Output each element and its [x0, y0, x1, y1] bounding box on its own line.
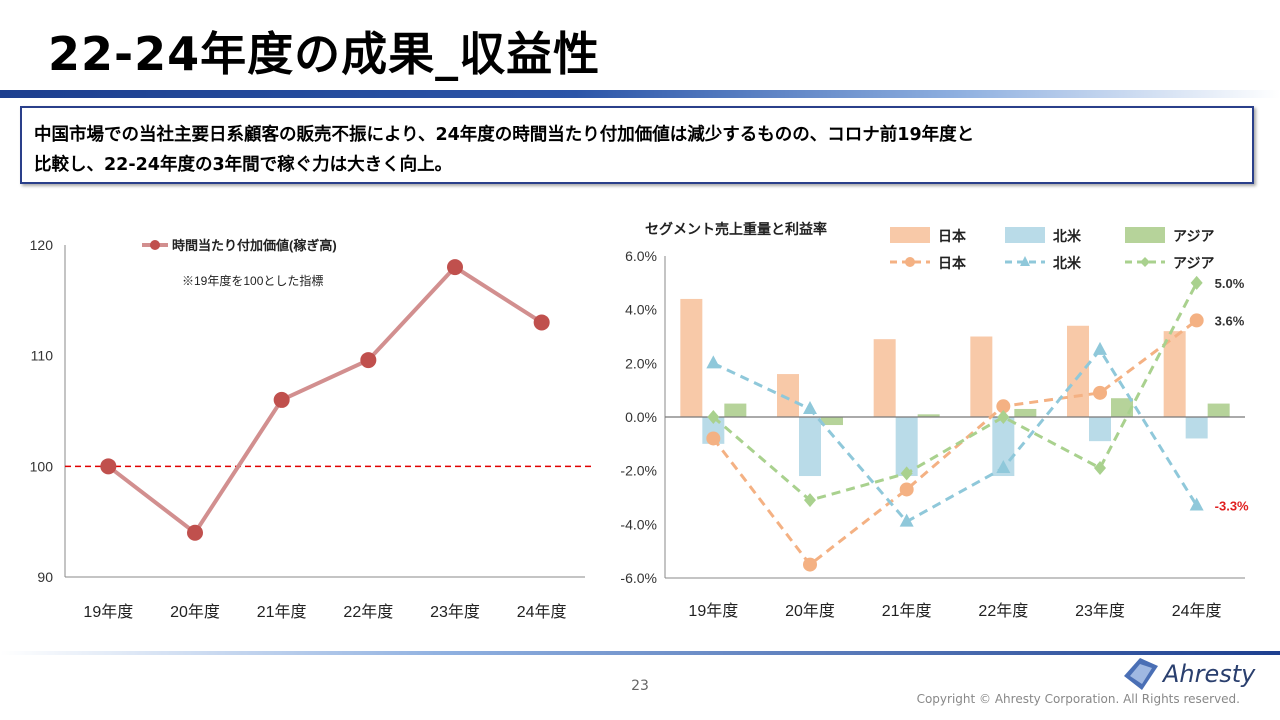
y-tick-label: 110: [31, 348, 54, 364]
y-tick-label: 4.0%: [625, 302, 657, 318]
marker-japan: [706, 431, 721, 446]
x-tick-label: 24年度: [517, 603, 567, 621]
marker-japan: [899, 482, 914, 497]
bar-north-america: [1089, 417, 1111, 442]
x-tick-label: 23年度: [430, 603, 480, 621]
margin-line-asia: [712, 282, 1198, 502]
segment-profit-combo-chart: -6.0% -4.0% -2.0% 0.0% 2.0% 4.0% 6.0% 19年度 20年度 2…: [620, 221, 1249, 620]
marker-japan: [996, 399, 1011, 414]
legend-label: アジア: [1173, 228, 1214, 244]
data-label: 5.0%: [1215, 276, 1245, 291]
bar-north-america: [895, 417, 918, 477]
x-tick-label: 22年度: [343, 603, 393, 621]
bar-japan: [873, 339, 896, 417]
bar-japan: [970, 336, 993, 417]
marker-asia: [1190, 275, 1203, 290]
page-title: 22-24年度の成果_収益性: [48, 27, 601, 81]
legend-marker: [1140, 257, 1150, 267]
marker-asia: [997, 410, 1010, 424]
x-tick-label: 20年度: [785, 602, 835, 620]
marker-asia: [804, 493, 816, 508]
y-tick-label: 100: [30, 458, 54, 474]
summary-box: 中国市場での当社主要日系顧客の販売不振により、24年度の時間当たり付加価値は減少…: [20, 106, 1254, 184]
company-logo-text: Ahresty: [1163, 660, 1256, 688]
data-point: [447, 259, 463, 276]
data-point: [100, 458, 117, 475]
bar-japan: [680, 298, 703, 417]
ahresty-logo-icon: [1124, 658, 1158, 690]
legend-label: 北米: [1053, 255, 1082, 271]
x-tick-label: 21年度: [257, 603, 307, 621]
legend-label: 北米: [1053, 228, 1082, 244]
y-tick-label: -2.0%: [620, 463, 657, 479]
marker-north-america: [1189, 497, 1204, 511]
bar-japan: [1067, 325, 1089, 417]
legend-marker: [150, 240, 160, 250]
bar-north-america: [799, 417, 821, 477]
x-tick-label: 24年度: [1172, 602, 1222, 620]
marker-japan: [1189, 313, 1204, 328]
marker-north-america: [706, 355, 721, 369]
bar-japan: [777, 374, 799, 417]
data-point: [273, 391, 290, 408]
x-tick-label: 23年度: [1075, 602, 1125, 620]
y-tick-label: 6.0%: [625, 248, 657, 264]
y-tick-label: -6.0%: [620, 570, 657, 586]
legend-swatch-asia: [1125, 227, 1165, 243]
bar-north-america: [1185, 417, 1208, 439]
copyright: Copyright © Ahresty Corporation. All Rig…: [916, 692, 1240, 706]
legend-label: アジア: [1173, 255, 1214, 271]
legend-marker: [905, 257, 915, 267]
x-tick-label: 22年度: [978, 602, 1028, 620]
bar-asia: [1207, 403, 1230, 417]
marker-asia: [1094, 460, 1106, 475]
data-point: [187, 524, 203, 541]
chart-title: セグメント売上重量と利益率: [645, 221, 827, 237]
footer-bar: [0, 651, 1280, 655]
marker-north-america: [899, 513, 914, 527]
series-line: [107, 264, 543, 536]
x-tick-label: 21年度: [882, 602, 932, 620]
data-label: 3.6%: [1215, 313, 1245, 328]
marker-japan: [803, 557, 817, 572]
legend-marker: [1020, 256, 1030, 266]
legend-swatch-north-america: [1005, 227, 1045, 243]
legend-label: 時間当たり付加価値(稼ぎ高): [172, 238, 337, 253]
data-label: -3.3%: [1215, 499, 1249, 514]
title-underline-bar: [0, 90, 1280, 98]
bar-north-america: [992, 417, 1015, 477]
marker-asia: [900, 466, 913, 481]
y-tick-label: 2.0%: [625, 355, 657, 371]
value-added-line-chart: 90 100 110 120 19年度 20年度 21年度 22年度 23年度 24年度 時間当たり…: [30, 237, 595, 621]
x-tick-label: 20年度: [170, 603, 220, 621]
bar-asia: [1014, 408, 1037, 417]
y-tick-label: 120: [30, 237, 54, 253]
x-tick-label: 19年度: [83, 603, 133, 621]
y-tick-label: 0.0%: [625, 409, 657, 425]
marker-north-america: [1093, 341, 1107, 355]
summary-line-2: 比較し、22-24年度の3年間で稼ぐ力は大きく向上。: [34, 155, 453, 175]
marker-north-america: [996, 459, 1011, 473]
bar-asia: [821, 417, 843, 426]
bar-japan: [1163, 331, 1186, 417]
data-point: [360, 352, 377, 369]
bar-asia: [724, 403, 747, 417]
marker-asia: [707, 410, 720, 424]
marker-japan: [1093, 385, 1107, 400]
y-tick-label: -4.0%: [620, 516, 657, 532]
data-point: [533, 314, 550, 331]
legend-label: 日本: [938, 228, 967, 244]
legend-label: 日本: [938, 255, 967, 271]
summary-line-1: 中国市場での当社主要日系顧客の販売不振により、24年度の時間当たり付加価値は減少…: [34, 125, 975, 145]
y-tick-label: 90: [37, 569, 53, 585]
legend-swatch-japan: [890, 227, 930, 243]
x-tick-label: 19年度: [688, 602, 738, 620]
margin-line-japan: [712, 319, 1198, 567]
chart-note: ※19年度を100とした指標: [182, 273, 323, 288]
page-number: 23: [631, 678, 649, 694]
bar-asia: [917, 414, 940, 417]
marker-north-america: [803, 400, 817, 414]
